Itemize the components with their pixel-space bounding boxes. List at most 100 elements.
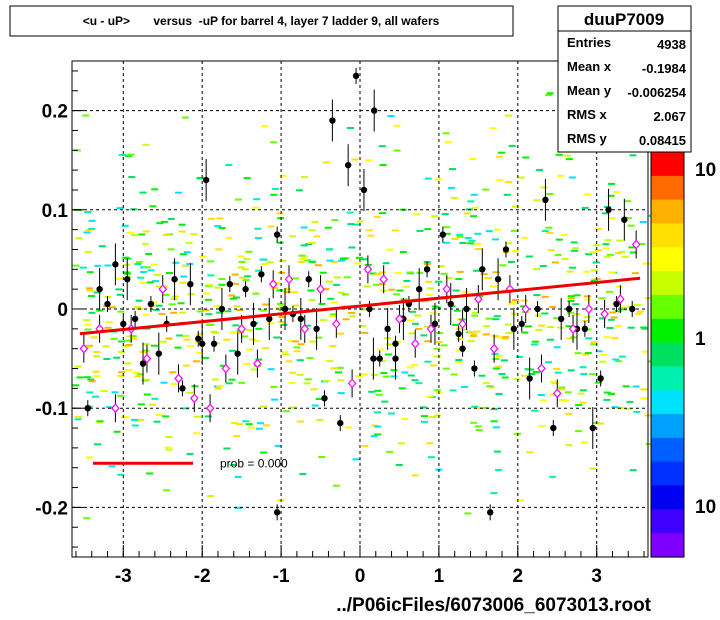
histogram-cell [143,230,150,233]
x-tick-label: -3 [115,566,132,587]
histogram-cell [329,345,337,348]
histogram-cell [547,249,555,252]
histogram-cell [351,158,359,161]
profile-marker [489,343,499,354]
histogram-cell [455,349,463,352]
stats-row-value: 2.067 [653,109,686,124]
histogram-cell [583,316,591,319]
black-marker [198,340,206,347]
histogram-cell [336,366,344,369]
stats-row-value: 4938 [657,37,686,52]
histogram-cell [570,241,578,244]
histogram-cell [216,217,224,220]
histogram-cell [241,335,249,338]
histogram-cell [450,196,458,199]
histogram-cell [105,406,113,409]
histogram-cell [172,261,180,264]
histogram-cell [377,348,385,351]
black-marker [321,395,328,402]
histogram-cell [235,423,243,426]
histogram-cell [313,235,321,238]
histogram-cell [276,289,284,292]
histogram-cell [471,314,479,317]
black-marker [613,300,620,308]
histogram-cell [378,360,386,363]
histogram-cell [606,327,614,329]
histogram-cell [627,224,635,227]
black-marker [360,186,368,194]
histogram-cell [571,249,578,252]
histogram-cell [94,264,102,267]
histogram-cell [374,411,382,414]
histogram-cell [510,229,518,232]
histogram-cell [266,261,274,264]
histogram-cell [242,279,250,282]
colorbar-swatch [651,366,684,391]
histogram-cell [498,151,505,154]
histogram-cell [170,311,178,314]
histogram-cell [121,416,129,419]
black-marker [120,320,127,328]
histogram-cell [615,285,623,288]
histogram-cell [293,350,301,353]
histogram-cell [113,430,121,433]
profile-marker [395,314,404,324]
histogram-cell [245,329,253,332]
histogram-cell [378,145,386,148]
histogram-cell [336,332,344,335]
histogram-cell [407,374,415,377]
histogram-cell [151,188,159,191]
histogram-cell [199,255,207,258]
black-marker [629,305,636,313]
histogram-cell [356,220,364,223]
histogram-cell [225,237,233,239]
histogram-cell [216,384,224,387]
histogram-cell [594,228,602,231]
histogram-cell [155,285,163,288]
histogram-cell [618,355,626,358]
black-marker [431,320,439,328]
histogram-cell [211,378,219,381]
histogram-cell [356,256,363,259]
colorbar-swatch [651,461,684,487]
histogram-cell [125,369,132,372]
black-marker [455,330,462,337]
histogram-cell [140,271,148,273]
histogram-cell [341,305,348,307]
histogram-cell [360,308,368,311]
histogram-cell [125,154,133,157]
histogram-cell [93,351,101,353]
histogram-cell [261,124,269,127]
histogram-cell [110,337,118,340]
histogram-cell [424,228,432,231]
histogram-cell [471,405,479,408]
histogram-cell [322,161,330,164]
histogram-cell [373,273,381,276]
black-marker [344,161,352,169]
colorbar-swatch [651,533,684,558]
histogram-cell [296,359,304,362]
histogram-cell [160,340,167,343]
black-marker [329,117,336,124]
histogram-cell [460,328,468,331]
black-marker [195,335,202,342]
stats-row-label: Mean y [567,83,612,98]
histogram-cell [278,271,286,274]
histogram-cell [271,398,279,401]
histogram-cell [619,308,627,311]
histogram-cell [301,256,309,259]
x-tick-label: 3 [591,566,602,587]
histogram-cell [462,290,470,293]
histogram-cell [632,385,640,388]
histogram-cell [626,400,634,403]
black-marker [423,266,431,273]
histogram-cell [201,356,209,359]
histogram-cell [139,191,147,194]
histogram-cell [538,424,546,427]
histogram-cell [535,329,543,332]
histogram-cell [511,205,519,208]
histogram-cell [456,270,464,273]
histogram-cell [546,338,554,341]
histogram-cell [117,374,125,377]
histogram-cell [88,295,96,297]
